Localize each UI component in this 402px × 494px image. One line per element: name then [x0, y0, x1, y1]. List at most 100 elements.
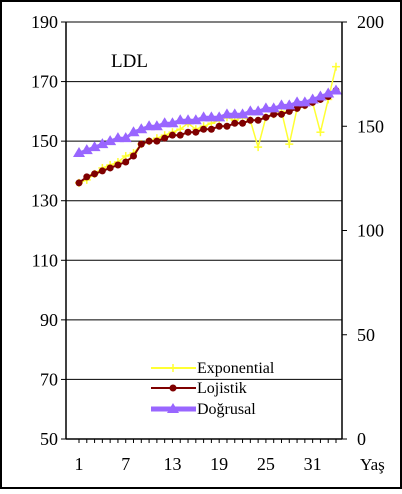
- data-point-lojistik-21: [231, 119, 239, 127]
- data-point-do-rusal-23: [244, 105, 257, 116]
- y-tick-label-110: 110: [32, 250, 58, 270]
- legend: Exponential Lojistik Doğrusal: [151, 360, 275, 418]
- data-point-do-rusal-17: [197, 111, 210, 122]
- series-layer: [73, 62, 342, 187]
- data-point-lojistik-19: [215, 122, 223, 130]
- data-point-do-rusal-34: [330, 84, 342, 95]
- data-point-lojistik-16: [192, 128, 200, 136]
- data-point-lojistik-8: [130, 152, 138, 160]
- data-point-do-rusal-11: [150, 120, 163, 131]
- data-point-do-rusal-5: [104, 135, 117, 146]
- data-point-lojistik-24: [254, 116, 262, 124]
- data-point-exponential-34: [332, 62, 340, 71]
- data-point-lojistik-7: [122, 158, 130, 166]
- data-point-do-rusal-26: [267, 102, 280, 113]
- data-point-lojistik-1: [75, 179, 83, 187]
- data-point-do-rusal-20: [220, 108, 233, 119]
- data-point-lojistik-3: [91, 170, 99, 178]
- y-tick-label-170: 170: [31, 72, 58, 92]
- data-point-lojistik-6: [114, 161, 122, 169]
- data-point-do-rusal-29: [291, 96, 304, 107]
- y2-tick-label-50: 50: [357, 325, 375, 345]
- x-tick-label-7: 7: [121, 454, 130, 474]
- series-line-exponential: [78, 66, 337, 184]
- legend-label-do-rusal: Doğrusal: [197, 401, 256, 418]
- data-point-do-rusal-8: [127, 126, 140, 137]
- data-point-lojistik-20: [223, 122, 231, 130]
- data-point-lojistik-4: [98, 167, 106, 175]
- data-point-lojistik-14: [176, 131, 184, 139]
- y2-tick-label-200: 200: [357, 12, 384, 32]
- data-point-do-rusal-28: [283, 99, 296, 110]
- data-point-do-rusal-6: [111, 132, 124, 143]
- data-point-do-rusal-19: [213, 111, 226, 122]
- data-point-lojistik-29: [293, 104, 301, 112]
- data-point-lojistik-9: [137, 140, 145, 148]
- data-point-do-rusal-30: [298, 96, 311, 107]
- y2-tick-label-0: 0: [357, 429, 366, 449]
- data-point-do-rusal-13: [166, 117, 179, 128]
- y-tick-label-70: 70: [40, 369, 58, 389]
- data-point-do-rusal-16: [189, 114, 202, 125]
- legend-item-do-rusal: Doğrusal: [151, 401, 256, 418]
- legend-marker-do-rusal: [167, 403, 179, 413]
- x-tick-label-19: 19: [210, 454, 228, 474]
- data-point-do-rusal-31: [306, 93, 319, 104]
- data-point-do-rusal-18: [205, 111, 218, 122]
- y-tick-label-50: 50: [40, 429, 58, 449]
- x-tick-label-1: 1: [75, 454, 84, 474]
- data-point-lojistik-22: [239, 119, 247, 127]
- data-point-lojistik-27: [277, 110, 285, 118]
- data-point-lojistik-17: [200, 125, 208, 133]
- y2-tick-label-150: 150: [357, 116, 384, 136]
- data-point-do-rusal-3: [88, 141, 101, 152]
- data-point-exponential-32: [316, 128, 325, 137]
- y-tick-label-150: 150: [31, 131, 58, 151]
- data-point-do-rusal-9: [135, 123, 148, 134]
- data-point-lojistik-26: [270, 110, 278, 118]
- legend-item-exponential: Exponential: [151, 360, 275, 377]
- data-point-do-rusal-24: [252, 105, 265, 116]
- chart-title: LDL: [111, 51, 148, 72]
- data-point-do-rusal-15: [182, 114, 195, 125]
- data-point-lojistik-2: [83, 173, 91, 181]
- legend-marker-lojistik: [169, 384, 177, 392]
- data-point-do-rusal-33: [322, 87, 335, 98]
- y-tick-label-190: 190: [31, 12, 58, 32]
- data-point-lojistik-10: [145, 137, 153, 145]
- data-point-do-rusal-2: [80, 144, 93, 155]
- data-point-do-rusal-27: [275, 99, 288, 110]
- data-point-do-rusal-7: [119, 132, 132, 143]
- x-tick-label-13: 13: [163, 454, 181, 474]
- data-point-do-rusal-10: [143, 120, 156, 131]
- data-point-exponential-24: [254, 143, 263, 152]
- legend-label-lojistik: Lojistik: [197, 380, 247, 397]
- axes: [61, 21, 347, 443]
- data-point-do-rusal-14: [174, 114, 187, 125]
- tick-labels: 50 70 90 110 130 150 170 190 0 50 100 150 200 1 7 13 19 2…: [31, 12, 384, 474]
- data-point-do-rusal-32: [314, 90, 327, 101]
- data-point-lojistik-25: [262, 113, 270, 121]
- legend-marker-exponential: [169, 364, 177, 372]
- data-point-lojistik-11: [153, 137, 161, 145]
- data-point-do-rusal-1: [73, 147, 85, 158]
- data-point-do-rusal-21: [228, 108, 241, 119]
- data-point-exponential-28: [285, 140, 294, 149]
- x-axis-label: Yaş: [360, 455, 385, 474]
- legend-label-exponential: Exponential: [197, 360, 275, 377]
- data-point-do-rusal-12: [158, 117, 171, 128]
- data-point-lojistik-5: [106, 164, 114, 172]
- x-tick-label-31: 31: [304, 454, 322, 474]
- data-point-lojistik-28: [285, 107, 293, 115]
- y-tick-label-130: 130: [31, 191, 58, 211]
- data-point-lojistik-12: [161, 134, 169, 142]
- y-tick-label-90: 90: [40, 310, 58, 330]
- x-tick-label-25: 25: [257, 454, 275, 474]
- data-point-lojistik-18: [207, 125, 215, 133]
- series-do-rusal: [73, 84, 342, 158]
- data-point-do-rusal-4: [96, 138, 109, 149]
- data-point-lojistik-23: [246, 116, 254, 124]
- data-point-do-rusal-22: [236, 108, 249, 119]
